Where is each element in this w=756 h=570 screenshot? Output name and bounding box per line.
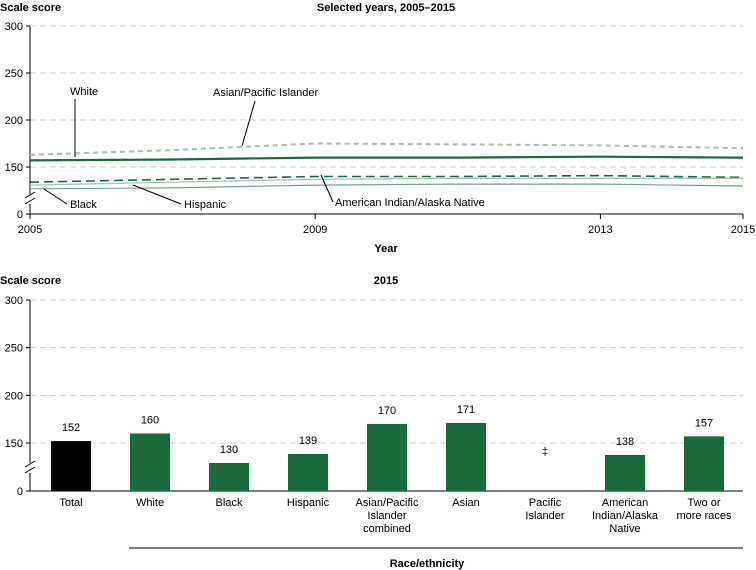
y-tick-label: 150 xyxy=(5,162,23,174)
y-tick-label: 200 xyxy=(5,115,23,127)
data-label: 138 xyxy=(616,436,634,448)
axis-break-mask xyxy=(24,194,36,204)
data-label: 139 xyxy=(299,435,317,447)
category-label-line: Asian/Pacific xyxy=(356,497,419,509)
y-tick-label: 0 xyxy=(17,209,23,221)
category-label: Pacific Islander xyxy=(525,497,564,522)
x-tick-label: 2015 xyxy=(731,224,755,236)
series-line-0 xyxy=(29,155,744,162)
series-label-leader xyxy=(241,100,256,147)
y-axis-title: Scale score xyxy=(0,2,61,14)
category-label-line: Total xyxy=(59,497,82,509)
axis-break-mark xyxy=(24,197,36,205)
chart-subtitle: 2015 xyxy=(374,275,398,287)
category-label-line: White xyxy=(136,497,164,509)
bar xyxy=(51,441,91,491)
axis-break-mark xyxy=(24,466,36,474)
category-label-line: Native xyxy=(609,523,640,535)
series-line-1 xyxy=(29,142,744,156)
category-label-line: Indian/Alaska xyxy=(592,510,659,522)
axis-break-mark xyxy=(24,191,36,199)
data-label: 171 xyxy=(457,404,475,416)
category-label-line: combined xyxy=(363,523,411,535)
bar xyxy=(684,436,724,491)
category-label: Asian/Pacific Islander combined xyxy=(356,497,419,535)
axis-break-mask xyxy=(24,463,36,473)
category-label: American Indian/Alaska Native xyxy=(592,497,659,535)
category-label: Two or more races xyxy=(676,497,732,522)
series-label: Asian/Pacific Islander xyxy=(213,87,318,99)
y-tick-label: 300 xyxy=(5,21,23,33)
y-axis-title: Scale score xyxy=(0,275,61,287)
x-tick-label: 2009 xyxy=(303,224,327,236)
bar xyxy=(209,463,249,491)
data-label-suppressed: ‡ xyxy=(542,446,548,458)
series-label-leader xyxy=(43,188,68,205)
data-label: 160 xyxy=(141,414,159,426)
category-label-line: Islander xyxy=(525,510,564,522)
series-label-leader xyxy=(132,184,182,205)
y-tick-label: 150 xyxy=(5,438,23,450)
data-label: 130 xyxy=(220,444,238,456)
bar xyxy=(288,454,328,491)
series-label: American Indian/Alaska Native xyxy=(335,197,485,209)
y-tick-label: 200 xyxy=(5,390,23,402)
bar xyxy=(605,455,645,491)
x-tick-label: 2005 xyxy=(18,224,42,236)
category-label-line: Black xyxy=(216,497,243,509)
x-axis-title: Year xyxy=(374,243,398,255)
category-label: Asian xyxy=(452,497,480,509)
category-label-line: Pacific xyxy=(529,497,562,509)
category-label-line: Hispanic xyxy=(287,497,330,509)
x-axis-title: Race/ethnicity xyxy=(390,558,465,570)
category-label: White xyxy=(136,497,164,509)
y-tick-label: 0 xyxy=(17,486,23,498)
data-label: 157 xyxy=(695,417,713,429)
chart-subtitle: Selected years, 2005–2015 xyxy=(317,2,455,14)
category-label: Hispanic xyxy=(287,497,330,509)
category-label-line: Islander xyxy=(367,510,406,522)
category-label-line: American xyxy=(602,497,648,509)
category-label: Black xyxy=(216,497,243,509)
y-tick-label: 300 xyxy=(5,295,23,307)
series-label: Hispanic xyxy=(184,199,227,211)
category-label-line: Two or xyxy=(687,497,720,509)
bar xyxy=(367,423,407,491)
series-label: Black xyxy=(70,199,97,211)
axis-break-mark xyxy=(24,460,36,468)
y-tick-label: 250 xyxy=(5,68,23,80)
series-label-leader xyxy=(320,174,334,203)
y-tick-label: 250 xyxy=(5,343,23,355)
category-label: Total xyxy=(59,497,82,509)
category-label-line: Asian xyxy=(452,497,480,509)
x-tick-label: 2013 xyxy=(588,224,612,236)
bar xyxy=(130,433,170,491)
series-label: White xyxy=(70,86,98,98)
category-label-line: more races xyxy=(676,510,732,522)
series-line-4 xyxy=(29,183,744,190)
bar xyxy=(446,422,486,491)
series-line-3 xyxy=(29,177,743,186)
data-label: 170 xyxy=(378,405,396,417)
series-line-2 xyxy=(29,174,744,183)
data-label: 152 xyxy=(62,422,80,434)
